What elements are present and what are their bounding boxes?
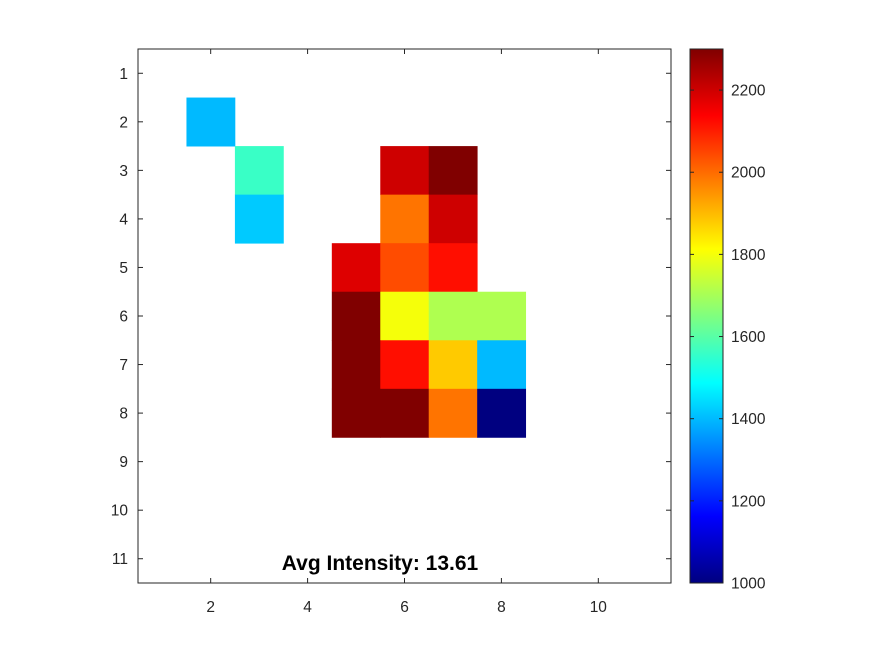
heatmap-cell bbox=[331, 388, 381, 438]
x-tick-label: 8 bbox=[497, 599, 506, 616]
y-tick-label: 5 bbox=[119, 260, 128, 277]
heatmap-cell bbox=[380, 146, 430, 196]
x-tick-label: 4 bbox=[303, 599, 312, 616]
y-tick-label: 9 bbox=[119, 454, 128, 471]
y-tick-label: 4 bbox=[119, 211, 128, 228]
y-tick-label: 2 bbox=[119, 114, 128, 131]
heatmap-cell bbox=[331, 291, 381, 341]
avg-intensity-annotation: Avg Intensity: 13.61 bbox=[282, 552, 479, 575]
heatmap-cell bbox=[331, 340, 381, 390]
y-tick-label: 3 bbox=[119, 163, 128, 180]
heatmap-cell bbox=[477, 340, 527, 390]
heatmap-cell bbox=[234, 146, 284, 196]
heatmap-cell bbox=[380, 340, 430, 390]
heatmap-cell bbox=[380, 291, 430, 341]
x-tick-label: 10 bbox=[590, 599, 608, 616]
heatmap-cell bbox=[428, 243, 478, 293]
y-tick-label: 11 bbox=[112, 551, 128, 568]
colorbar-tick-label: 1400 bbox=[731, 411, 766, 428]
y-tick-label: 8 bbox=[119, 406, 128, 423]
heatmap-cell bbox=[428, 146, 478, 196]
heatmap-cell bbox=[428, 194, 478, 244]
heatmap-cells bbox=[186, 97, 527, 438]
heatmap-cell bbox=[477, 388, 527, 438]
heatmap-cell bbox=[380, 388, 430, 438]
colorbar-ticks: 1000 1200 1400 1600 1800 2000 2200 bbox=[690, 83, 766, 593]
x-tick-label: 2 bbox=[206, 599, 215, 616]
colorbar-tick-label: 1600 bbox=[731, 329, 766, 346]
heatmap-cell bbox=[477, 291, 527, 341]
heatmap-cell bbox=[428, 340, 478, 390]
colorbar-tick-label: 1000 bbox=[731, 576, 766, 593]
y-tick-label: 10 bbox=[111, 503, 129, 520]
colorbar bbox=[689, 48, 724, 584]
heatmap-cell bbox=[380, 194, 430, 244]
x-tick-label: 6 bbox=[400, 599, 409, 616]
heatmap-cell bbox=[428, 291, 478, 341]
heatmap-cell bbox=[234, 194, 284, 244]
y-tick-label: 7 bbox=[119, 357, 128, 374]
y-tick-label: 6 bbox=[119, 309, 128, 326]
colorbar-tick-label: 1800 bbox=[731, 247, 766, 264]
colorbar-tick-label: 1200 bbox=[731, 493, 766, 510]
colorbar-tick-label: 2200 bbox=[731, 83, 766, 100]
heatmap-cell bbox=[331, 243, 381, 293]
heatmap-cell bbox=[428, 388, 478, 438]
colorbar-tick-label: 2000 bbox=[731, 165, 766, 182]
heatmap-cell bbox=[380, 243, 430, 293]
y-tick-label: 1 bbox=[119, 66, 128, 83]
heatmap-cell bbox=[186, 97, 236, 147]
